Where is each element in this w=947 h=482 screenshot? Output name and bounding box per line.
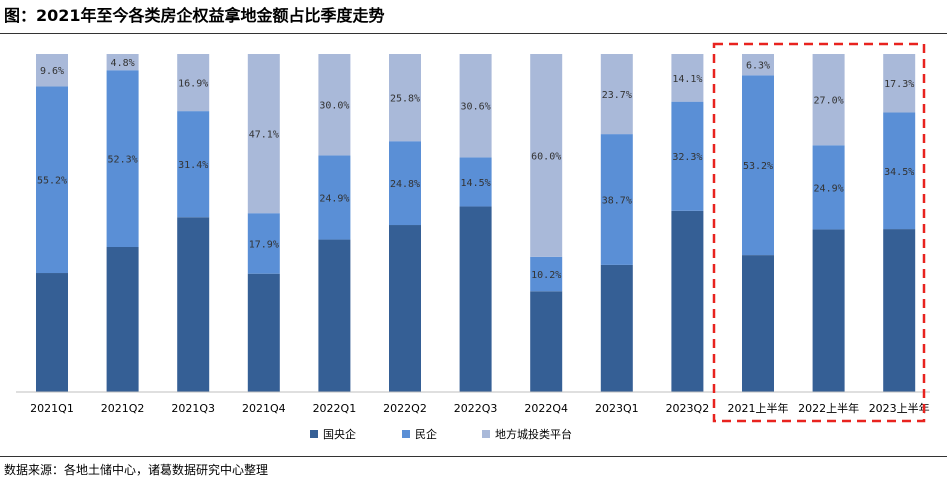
x-tick-label: 2022Q4 bbox=[524, 402, 568, 415]
data-label-layer: 55.2% 9.6% 52.3% 4.8% 31.4% 16.9% 17.9% 47.1% 24… bbox=[37, 58, 914, 281]
data-label-3-11: 6.3% bbox=[746, 61, 770, 72]
bar-1-3 bbox=[177, 217, 210, 392]
bar-3-12 bbox=[812, 54, 845, 146]
highlight-box bbox=[712, 42, 926, 423]
x-tick-label: 2022Q2 bbox=[383, 402, 427, 415]
bar-1-6 bbox=[389, 225, 421, 392]
x-tick-label: 2023上半年 bbox=[869, 401, 930, 415]
bar-3-5 bbox=[318, 54, 351, 156]
legend-label: 地方城投类平台 bbox=[495, 428, 572, 441]
data-label-2-3: 31.4% bbox=[178, 160, 208, 171]
x-tick-label: 2021Q3 bbox=[171, 402, 215, 415]
data-label-2-12: 24.9% bbox=[814, 183, 844, 194]
x-tick-label: 2021Q1 bbox=[30, 402, 74, 415]
data-label-3-8: 60.0% bbox=[531, 151, 561, 162]
data-label-3-10: 14.1% bbox=[672, 74, 702, 85]
data-label-2-1: 55.2% bbox=[37, 176, 67, 187]
bar-2-9 bbox=[600, 134, 633, 265]
bar-2-12 bbox=[812, 145, 845, 230]
legend-swatch bbox=[482, 430, 490, 438]
bar-1-13 bbox=[883, 229, 916, 392]
bar-2-3 bbox=[177, 111, 210, 218]
bar-3-7 bbox=[459, 54, 492, 158]
data-label-2-7: 14.5% bbox=[461, 178, 491, 189]
bar-1-10 bbox=[671, 210, 704, 392]
bar-2-7 bbox=[459, 157, 492, 207]
stacked-bar-chart: 55.2% 9.6% 52.3% 4.8% 31.4% 16.9% 17.9% 47.1% 24… bbox=[16, 42, 930, 423]
x-tick-label: 2022Q3 bbox=[454, 402, 498, 415]
legend-item: 地方城投类平台 bbox=[482, 425, 572, 443]
bar-3-1 bbox=[36, 54, 68, 87]
legend-swatch bbox=[310, 430, 318, 438]
data-label-3-3: 16.9% bbox=[178, 79, 208, 90]
data-label-3-5: 30.0% bbox=[319, 101, 349, 112]
bar-2-2 bbox=[106, 70, 139, 247]
chart-title: 图：2021年至今各类房企权益拿地金额占比季度走势 bbox=[4, 6, 385, 25]
bar-1-9 bbox=[600, 264, 633, 392]
x-tick-label-layer: 2021Q1 2021Q2 2021Q3 2021Q4 2022Q1 2022Q2 2022… bbox=[30, 401, 930, 415]
bar-1-8 bbox=[530, 291, 563, 392]
data-label-2-4: 17.9% bbox=[249, 239, 279, 250]
bar-3-6 bbox=[389, 54, 421, 142]
bar-2-13 bbox=[883, 112, 916, 230]
x-tick-label: 2023Q2 bbox=[666, 402, 710, 415]
data-label-3-13: 17.3% bbox=[884, 79, 914, 90]
bar-1-12 bbox=[812, 229, 845, 392]
data-label-2-10: 32.3% bbox=[672, 152, 702, 163]
bar-3-4 bbox=[247, 54, 280, 214]
x-tick-label: 2021上半年 bbox=[728, 401, 789, 415]
data-label-2-9: 38.7% bbox=[602, 196, 632, 207]
data-label-3-12: 27.0% bbox=[814, 96, 844, 107]
bar-1-1 bbox=[36, 273, 68, 392]
bar-1-7 bbox=[459, 206, 492, 392]
data-label-2-2: 52.3% bbox=[108, 155, 138, 166]
bar-layer bbox=[36, 54, 916, 392]
bar-3-11 bbox=[742, 54, 774, 76]
bar-2-1 bbox=[36, 86, 68, 274]
title-divider bbox=[0, 33, 947, 34]
x-tick-label: 2022上半年 bbox=[798, 401, 859, 415]
bar-2-10 bbox=[671, 101, 704, 211]
bar-3-2 bbox=[106, 54, 139, 71]
x-tick-label: 2022Q1 bbox=[313, 402, 357, 415]
bar-1-4 bbox=[247, 273, 280, 392]
data-label-3-4: 47.1% bbox=[249, 130, 279, 141]
data-label-3-6: 25.8% bbox=[390, 94, 420, 105]
bar-1-11 bbox=[742, 255, 774, 392]
legend-label: 国央企 bbox=[323, 428, 356, 441]
bar-2-11 bbox=[742, 75, 774, 256]
bar-3-13 bbox=[883, 54, 916, 113]
legend: 国央企 民企 地方城投类平台 bbox=[0, 425, 947, 443]
bar-3-8 bbox=[530, 54, 563, 257]
data-label-2-8: 10.2% bbox=[531, 270, 561, 281]
data-label-3-2: 4.8% bbox=[111, 58, 135, 69]
data-label-2-6: 24.8% bbox=[390, 179, 420, 190]
data-label-3-1: 9.6% bbox=[40, 66, 64, 77]
bar-3-10 bbox=[671, 54, 704, 102]
data-label-3-9: 23.7% bbox=[602, 90, 632, 101]
legend-item: 民企 bbox=[402, 425, 437, 443]
data-label-3-7: 30.6% bbox=[461, 102, 491, 113]
legend-swatch bbox=[402, 430, 410, 438]
x-tick-label: 2021Q2 bbox=[101, 402, 145, 415]
bar-1-5 bbox=[318, 239, 351, 392]
footer-divider bbox=[0, 456, 947, 457]
bar-2-6 bbox=[389, 141, 421, 226]
bar-2-4 bbox=[247, 213, 280, 274]
bar-2-5 bbox=[318, 155, 351, 240]
legend-item: 国央企 bbox=[310, 425, 356, 443]
bar-3-9 bbox=[600, 54, 633, 135]
x-tick-label: 2023Q1 bbox=[595, 402, 639, 415]
data-label-2-5: 24.9% bbox=[319, 193, 349, 204]
data-label-2-11: 53.2% bbox=[743, 161, 773, 172]
bar-1-2 bbox=[106, 246, 139, 392]
x-tick-label: 2021Q4 bbox=[242, 402, 286, 415]
legend-label: 民企 bbox=[415, 428, 437, 441]
bar-2-8 bbox=[530, 256, 563, 292]
source-note: 数据来源：各地土储中心，诸葛数据研究中心整理 bbox=[4, 463, 269, 477]
data-label-2-13: 34.5% bbox=[884, 167, 914, 178]
bar-3-3 bbox=[177, 54, 210, 112]
